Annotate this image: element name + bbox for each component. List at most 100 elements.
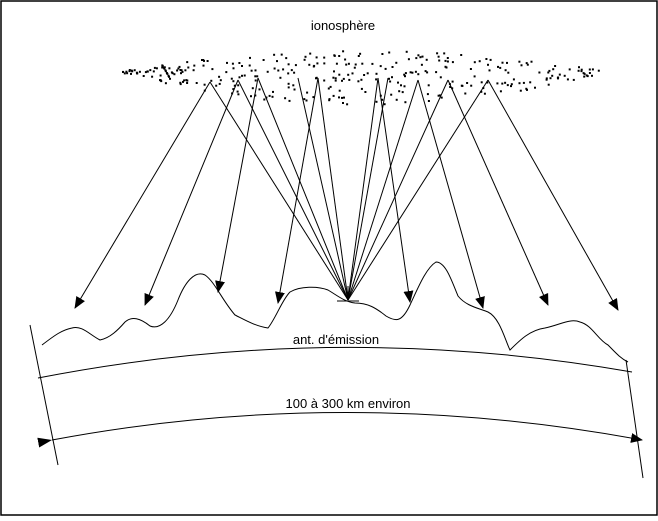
dot	[313, 64, 316, 67]
dot	[163, 66, 166, 69]
dot	[256, 75, 259, 78]
dot	[126, 72, 129, 75]
dot	[534, 86, 536, 89]
dot	[306, 91, 309, 94]
dot	[343, 96, 345, 99]
dot	[510, 83, 513, 86]
dot	[323, 56, 326, 59]
dot	[180, 72, 182, 75]
dot	[506, 84, 509, 87]
dot	[173, 73, 176, 76]
dot	[287, 82, 290, 85]
dot	[486, 81, 489, 84]
dot	[437, 55, 440, 58]
dot	[388, 51, 391, 54]
dot	[510, 85, 512, 88]
dot	[185, 79, 188, 82]
dot	[315, 76, 318, 79]
dot	[361, 62, 364, 65]
dot	[159, 79, 161, 82]
dot	[470, 84, 473, 87]
dot	[572, 78, 575, 81]
dot	[460, 84, 463, 87]
dot	[421, 55, 424, 58]
dot	[328, 99, 331, 102]
dot	[388, 77, 390, 80]
dot	[250, 95, 252, 98]
dot	[164, 82, 167, 85]
dot	[464, 92, 467, 95]
dot	[151, 75, 154, 78]
dot	[263, 98, 266, 101]
dot	[407, 58, 410, 61]
dot	[179, 69, 182, 71]
dot	[292, 84, 295, 87]
dot	[480, 81, 483, 84]
dot	[333, 54, 336, 57]
dot	[568, 68, 571, 71]
ray-down	[144, 79, 239, 306]
dot	[426, 93, 429, 96]
dot	[128, 70, 131, 73]
dot	[480, 90, 483, 93]
dot	[364, 91, 367, 93]
dot	[497, 65, 499, 68]
dot	[193, 64, 196, 67]
dot	[496, 82, 499, 85]
dot	[231, 62, 234, 65]
dot	[316, 62, 319, 65]
dot	[178, 65, 181, 68]
dot	[192, 69, 195, 72]
ray-down	[74, 81, 211, 309]
dot	[315, 56, 318, 59]
dot	[446, 57, 449, 59]
dot	[312, 96, 315, 99]
dot	[588, 68, 591, 71]
dot	[501, 61, 504, 64]
dot	[280, 53, 283, 56]
dot	[597, 69, 600, 72]
dot	[338, 55, 341, 57]
dot	[304, 55, 307, 58]
dot	[403, 73, 406, 76]
dot	[436, 52, 439, 55]
dot	[287, 86, 290, 89]
dot	[182, 80, 184, 83]
dot	[547, 83, 550, 86]
dot	[353, 66, 356, 69]
dot	[273, 53, 276, 56]
dot	[254, 79, 257, 82]
dot	[446, 60, 449, 63]
dot	[285, 57, 288, 60]
dot	[226, 61, 228, 64]
dot	[236, 90, 239, 93]
dot	[439, 76, 442, 79]
dot	[342, 50, 345, 53]
dot	[552, 68, 555, 71]
dot	[359, 52, 362, 55]
dot	[335, 62, 338, 65]
ray-down	[275, 77, 319, 304]
dot	[501, 82, 504, 85]
dot	[179, 83, 182, 86]
dot	[308, 63, 311, 66]
dot	[293, 88, 296, 91]
dot	[506, 61, 508, 64]
distance-label: 100 à 300 km environ	[285, 396, 410, 411]
dot	[219, 79, 222, 82]
dot	[187, 66, 190, 69]
ray-up	[257, 77, 349, 301]
dot	[577, 69, 580, 72]
dot	[273, 67, 276, 70]
dot	[344, 58, 347, 61]
dot	[277, 69, 280, 72]
dot	[395, 98, 398, 101]
dot	[483, 92, 486, 95]
dot	[159, 74, 162, 77]
dot	[332, 76, 335, 79]
dot	[177, 67, 180, 70]
dot	[323, 79, 326, 82]
dot	[499, 66, 502, 69]
dot	[395, 61, 398, 64]
